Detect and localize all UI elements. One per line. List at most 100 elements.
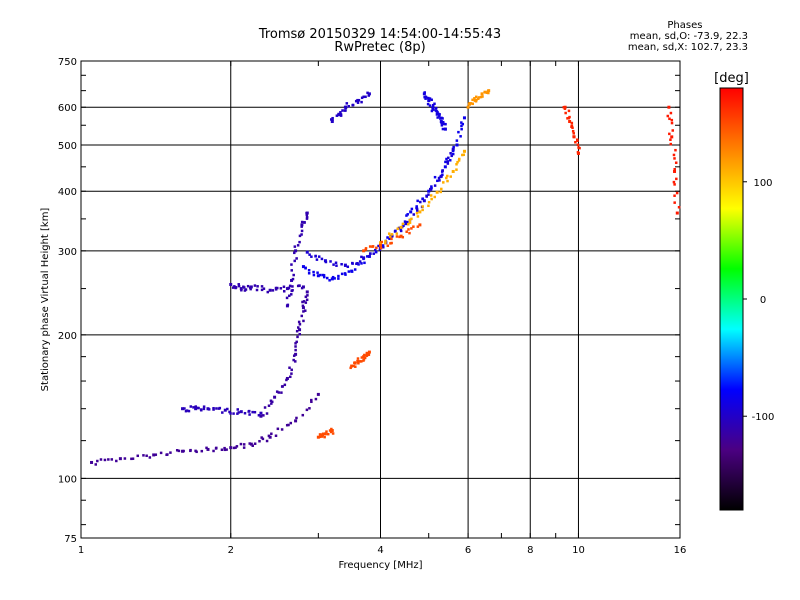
data-point [243,411,247,415]
data-point [249,442,253,446]
data-point [427,99,431,103]
data-point [365,351,369,355]
data-point [407,228,410,231]
data-point [356,101,360,104]
data-point [325,430,328,433]
data-point [387,232,391,235]
data-point [360,356,364,359]
data-point [321,433,325,437]
data-point [293,245,297,248]
data-point [461,122,465,126]
data-point [118,457,122,461]
data-point [334,261,338,265]
data-point [563,107,567,110]
data-point [416,215,420,218]
data-point [374,250,378,254]
data-point [286,303,290,307]
data-point [280,385,284,388]
data-point [436,116,439,119]
data-point [297,326,300,329]
data-point [430,197,433,201]
data-point [274,286,278,290]
data-point [674,148,677,152]
phase-stats-header: Phases [667,20,703,31]
data-point [449,152,452,155]
data-point [364,248,367,251]
data-point [357,98,361,102]
data-point [673,169,677,173]
data-point [404,222,408,226]
data-point [433,102,436,106]
data-point [212,449,215,453]
data-point [570,121,574,125]
data-point [339,111,342,114]
data-point [325,276,329,280]
data-point [292,273,295,277]
data-point [316,271,319,274]
data-point [442,181,445,184]
data-point [471,98,474,102]
data-point [354,365,357,368]
data-point [226,407,229,411]
data-point [358,260,362,263]
data-point [301,306,305,310]
data-point [166,453,169,456]
data-point [231,286,235,289]
data-point [412,213,416,216]
data-point [441,169,444,172]
data-point [362,355,366,359]
data-point [433,195,436,199]
data-point [320,435,324,438]
data-point [316,392,320,396]
data-point [422,199,426,203]
data-point [229,446,233,450]
data-point [262,414,265,417]
data-point [477,97,480,100]
data-point [302,310,305,313]
data-point [398,235,401,239]
data-point [364,247,368,250]
data-point [131,457,135,460]
data-point [202,405,206,408]
data-point [386,244,390,247]
data-point [293,251,296,255]
data-point [440,124,444,127]
data-point [223,448,227,452]
data-point [462,149,466,153]
phase-stats-o: mean, sd,O: -73.9, 22.3 [629,31,748,42]
data-point [294,419,298,423]
data-point [444,160,447,164]
data-point [473,98,477,102]
data-point [159,451,163,455]
data-point [405,214,408,217]
data-point [354,99,358,103]
data-point [450,154,453,158]
data-point [96,459,99,463]
data-point [225,448,228,451]
data-point [301,285,305,289]
data-point [279,287,283,290]
data-point [305,250,309,254]
data-point [460,127,463,131]
data-point [196,406,199,410]
data-point [183,407,186,410]
data-point [344,106,348,110]
data-point [341,109,344,112]
data-point [212,408,215,411]
data-point [410,217,413,221]
data-point [206,447,210,451]
data-point [382,245,385,249]
data-point [195,450,198,454]
data-point [672,180,676,184]
data-point [294,360,297,363]
data-point [236,412,239,415]
data-point [294,348,297,352]
data-point [408,221,412,224]
data-point [379,246,383,250]
data-point [239,410,243,414]
data-point [483,90,486,94]
data-point [202,407,206,411]
data-point [330,277,334,281]
data-point [436,111,439,114]
y-tick-label: 100 [58,474,77,485]
